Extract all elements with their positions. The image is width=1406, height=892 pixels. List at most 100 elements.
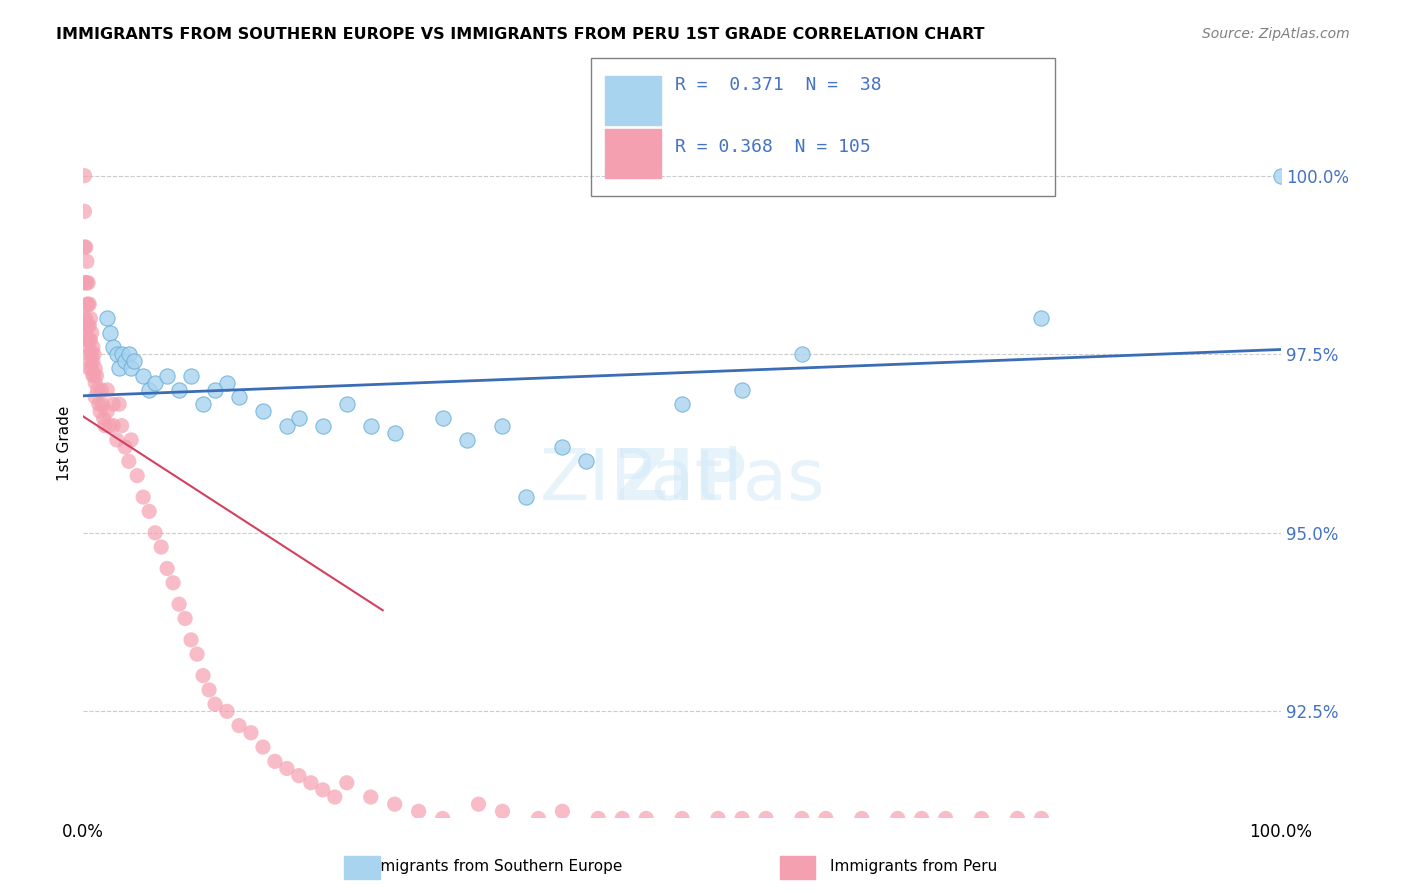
Text: Immigrants from Southern Europe: Immigrants from Southern Europe bbox=[361, 859, 623, 874]
Point bbox=[77, 297, 100, 311]
Point bbox=[84, 361, 107, 376]
Point bbox=[174, 611, 197, 625]
Point bbox=[94, 418, 117, 433]
Point bbox=[191, 397, 214, 411]
Point bbox=[312, 783, 335, 797]
Point bbox=[264, 754, 287, 768]
Point bbox=[1031, 311, 1053, 326]
Point bbox=[83, 347, 105, 361]
Point bbox=[204, 697, 226, 711]
Point bbox=[1031, 812, 1053, 826]
Point bbox=[612, 812, 634, 826]
Point bbox=[814, 812, 837, 826]
Point bbox=[110, 347, 132, 361]
Point bbox=[239, 725, 262, 739]
Point bbox=[143, 376, 166, 390]
Point bbox=[323, 790, 346, 805]
Point bbox=[671, 397, 693, 411]
Point bbox=[970, 812, 993, 826]
Point bbox=[73, 204, 96, 219]
Text: ZIPatlas: ZIPatlas bbox=[540, 447, 825, 516]
Point bbox=[228, 390, 250, 404]
Point bbox=[103, 418, 125, 433]
Point bbox=[77, 297, 100, 311]
Point bbox=[384, 425, 406, 440]
Point bbox=[75, 240, 97, 254]
Point bbox=[252, 404, 274, 418]
Point bbox=[198, 682, 221, 697]
Point bbox=[467, 797, 489, 812]
Point bbox=[156, 368, 179, 383]
Point bbox=[228, 718, 250, 732]
Point bbox=[83, 368, 105, 383]
Point bbox=[105, 347, 128, 361]
Point bbox=[98, 418, 121, 433]
Point bbox=[491, 418, 513, 433]
Point bbox=[108, 397, 131, 411]
Point bbox=[76, 276, 98, 290]
Point bbox=[73, 240, 96, 254]
Point bbox=[186, 647, 208, 661]
Point bbox=[103, 340, 125, 354]
Point bbox=[167, 383, 190, 397]
Point bbox=[76, 297, 98, 311]
Point bbox=[132, 490, 155, 504]
Point bbox=[276, 418, 298, 433]
Point bbox=[408, 805, 430, 819]
Point bbox=[77, 276, 100, 290]
Point bbox=[851, 812, 873, 826]
Point bbox=[79, 311, 101, 326]
Text: ZIP: ZIP bbox=[616, 447, 748, 516]
Point bbox=[127, 468, 149, 483]
Point bbox=[886, 812, 908, 826]
Point bbox=[82, 368, 104, 383]
Point bbox=[79, 333, 101, 347]
Point bbox=[98, 326, 121, 340]
Point bbox=[707, 812, 730, 826]
Point bbox=[93, 411, 115, 425]
Text: R =  0.371  N =  38: R = 0.371 N = 38 bbox=[675, 76, 882, 94]
Point bbox=[432, 411, 454, 425]
Point bbox=[118, 454, 141, 468]
Point bbox=[515, 490, 537, 504]
Point bbox=[108, 361, 131, 376]
Point bbox=[87, 397, 110, 411]
Point bbox=[790, 812, 813, 826]
Text: R = 0.368  N = 105: R = 0.368 N = 105 bbox=[675, 138, 870, 156]
Point bbox=[588, 812, 610, 826]
Point bbox=[1270, 169, 1292, 183]
Point bbox=[84, 390, 107, 404]
Point bbox=[276, 762, 298, 776]
Point bbox=[96, 311, 118, 326]
Point bbox=[911, 812, 934, 826]
Point bbox=[336, 776, 359, 790]
Point bbox=[110, 418, 132, 433]
Point bbox=[114, 440, 136, 454]
Point bbox=[118, 347, 141, 361]
Point bbox=[204, 383, 226, 397]
Point bbox=[252, 739, 274, 754]
Point bbox=[138, 504, 160, 518]
Point bbox=[82, 340, 104, 354]
Point bbox=[132, 368, 155, 383]
Point bbox=[75, 311, 97, 326]
Text: Immigrants from Peru: Immigrants from Peru bbox=[831, 859, 997, 874]
Point bbox=[312, 418, 335, 433]
Point bbox=[636, 812, 658, 826]
Point bbox=[80, 361, 103, 376]
Point bbox=[456, 433, 478, 447]
Point bbox=[215, 376, 238, 390]
Point bbox=[76, 254, 98, 268]
Point bbox=[75, 276, 97, 290]
Point bbox=[288, 411, 311, 425]
Point bbox=[336, 397, 359, 411]
Point bbox=[150, 540, 173, 554]
Point bbox=[86, 383, 108, 397]
Point bbox=[191, 668, 214, 682]
Point bbox=[77, 361, 100, 376]
Point bbox=[731, 812, 754, 826]
Point bbox=[491, 805, 513, 819]
Point bbox=[77, 347, 100, 361]
Point bbox=[138, 383, 160, 397]
Point bbox=[77, 340, 100, 354]
